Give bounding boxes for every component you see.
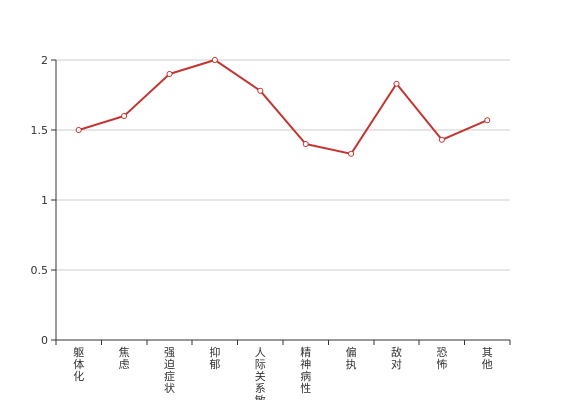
- x-tick-label: 其他: [482, 346, 493, 371]
- x-tick-label: 抑郁: [209, 345, 220, 371]
- data-point: [302, 141, 309, 147]
- data-point: [211, 57, 218, 63]
- x-tick-label: 恐怖: [436, 346, 447, 371]
- data-point: [75, 127, 82, 133]
- y-tick-label: 0.5: [31, 264, 49, 277]
- data-point: [257, 87, 264, 94]
- data-point: [166, 71, 173, 77]
- data-point: [348, 150, 355, 157]
- x-tick-label: 偏执: [346, 345, 357, 371]
- y-tick-label: 0: [41, 334, 48, 347]
- y-tick-label: 2: [41, 54, 48, 67]
- y-tick-label: 1.5: [31, 124, 49, 137]
- x-tick-label: 人际关系敏感: [255, 346, 266, 400]
- x-tick-label: 强迫症状: [164, 346, 175, 395]
- axes: 0 0.5 1 1.5 2 躯体化 焦虑 强迫症状 抑郁 人际关系敏感 精神病性 偏执 敌对 恐怖 其他: [31, 54, 511, 400]
- data-point: [484, 117, 491, 124]
- x-tick-label: 敌对: [391, 345, 402, 371]
- x-tick-label: 精神病性: [300, 346, 311, 395]
- series: [75, 57, 491, 157]
- y-tick-label: 1: [41, 194, 48, 207]
- series-line: [78, 59, 488, 155]
- data-point: [438, 136, 445, 143]
- x-tick-label: 焦虑: [119, 346, 130, 371]
- data-point: [121, 113, 128, 119]
- x-tick-label: 躯体化: [73, 346, 84, 383]
- data-point: [393, 80, 400, 87]
- grid-lines: [56, 59, 510, 271]
